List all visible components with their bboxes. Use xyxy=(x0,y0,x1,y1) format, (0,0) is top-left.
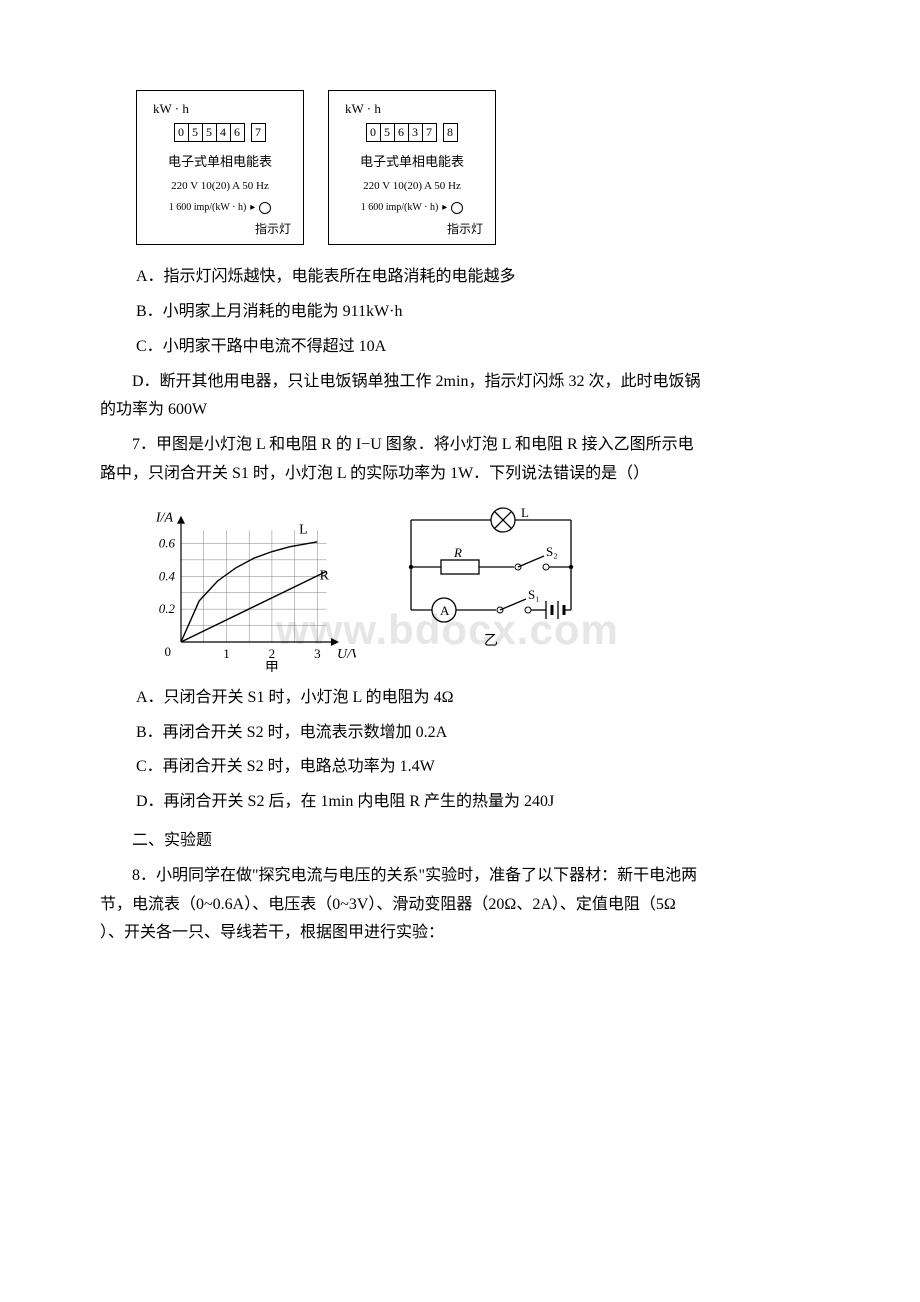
svg-text:L: L xyxy=(299,522,308,537)
q6-d-line2: 的功率为 600W xyxy=(100,396,820,425)
led-icon xyxy=(259,202,271,214)
digit: 8 xyxy=(443,123,458,142)
meter-title: 电子式单相电能表 xyxy=(145,150,295,173)
meter-spec2-row: 1 600 imp/(kW · h) ▸ xyxy=(337,199,487,217)
iv-chart: 0.2 0.4 0.6 0 1 2 3 I/A U/V 甲 L R xyxy=(136,497,356,672)
meter-unit: kW · h xyxy=(345,97,487,120)
digit: 7 xyxy=(422,123,437,142)
q8-stem: 8．小明同学在做"探究电流与电压的关系"实验时，准备了以下器材：新干电池两 节，… xyxy=(100,862,820,948)
svg-text:I/A: I/A xyxy=(155,510,174,525)
svg-text:1: 1 xyxy=(223,646,230,661)
svg-text:0.4: 0.4 xyxy=(159,568,176,583)
svg-text:S₁: S₁ xyxy=(528,587,540,602)
meter-spec1: 220 V 10(20) A 50 Hz xyxy=(337,177,487,197)
svg-text:R: R xyxy=(320,568,330,583)
q7-stem: 7．甲图是小灯泡 L 和电阻 R 的 I−U 图象．将小灯泡 L 和电阻 R 接… xyxy=(100,431,820,489)
q7-figure: www.bdocx.com 0.20.40.60123I/AU/V甲LR LRS… xyxy=(136,497,616,672)
meter-spec2: 1 600 imp/(kW · h) xyxy=(361,199,439,217)
section-2-heading: 二、实验题 xyxy=(100,827,820,856)
meter-spec2-row: 1 600 imp/(kW · h) ▸ xyxy=(145,199,295,217)
lamp-label: 指示灯 xyxy=(337,219,483,241)
q7-stem-line2: 路中，只闭合开关 S1 时，小灯泡 L 的实际功率为 1W．下列说法错误的是（） xyxy=(100,460,820,489)
svg-text:S₂: S₂ xyxy=(546,544,558,559)
svg-text:0.2: 0.2 xyxy=(159,601,176,616)
q7-stem-line1: 7．甲图是小灯泡 L 和电阻 R 的 I−U 图象．将小灯泡 L 和电阻 R 接… xyxy=(100,431,820,460)
svg-text:U/V: U/V xyxy=(337,647,356,662)
q6-option-a: A．指示灯闪烁越快，电能表所在电路消耗的电能越多 xyxy=(136,263,820,292)
digit: 0 xyxy=(366,123,381,142)
q7-option-d: D．再闭合开关 S2 后，在 1min 内电阻 R 产生的热量为 240J xyxy=(136,788,820,817)
svg-text:A: A xyxy=(440,603,450,618)
meter-right: kW · h 0 5 6 3 7 8 电子式单相电能表 220 V 10(20)… xyxy=(328,90,496,245)
digit: 0 xyxy=(174,123,189,142)
svg-text:L: L xyxy=(521,505,529,520)
q8-line3: ）、开关各一只、导线若干，根据图甲进行实验： xyxy=(100,919,820,948)
q7-option-c: C．再闭合开关 S2 时，电路总功率为 1.4W xyxy=(136,753,820,782)
svg-text:乙: 乙 xyxy=(484,633,498,649)
meter-unit: kW · h xyxy=(153,97,295,120)
svg-text:0.6: 0.6 xyxy=(159,535,176,550)
q7-option-b: B．再闭合开关 S2 时，电流表示数增加 0.2A xyxy=(136,719,820,748)
digit: 6 xyxy=(394,123,409,142)
svg-text:0: 0 xyxy=(165,644,172,659)
q6-option-b: B．小明家上月消耗的电能为 911kW·h xyxy=(136,298,820,327)
q6-option-c: C．小明家干路中电流不得超过 10A xyxy=(136,333,820,362)
meter-left: kW · h 0 5 5 4 6 7 电子式单相电能表 220 V 10(20)… xyxy=(136,90,304,245)
arrow-icon: ▸ xyxy=(250,199,255,217)
q6-d-line1: D．断开其他用电器，只让电饭锅单独工作 2min，指示灯闪烁 32 次，此时电饭… xyxy=(100,368,820,397)
meter-digits: 0 5 5 4 6 7 xyxy=(145,123,295,142)
digit: 5 xyxy=(188,123,203,142)
page: kW · h 0 5 5 4 6 7 电子式单相电能表 220 V 10(20)… xyxy=(0,0,920,1014)
svg-text:甲: 甲 xyxy=(265,661,279,672)
lamp-label: 指示灯 xyxy=(145,219,291,241)
arrow-icon: ▸ xyxy=(442,199,447,217)
meter-digits: 0 5 6 3 7 8 xyxy=(337,123,487,142)
digit: 6 xyxy=(230,123,245,142)
meter-title: 电子式单相电能表 xyxy=(337,150,487,173)
meter-spec2: 1 600 imp/(kW · h) xyxy=(169,199,247,217)
led-icon xyxy=(451,202,463,214)
q8-line2: 节，电流表（0~0.6A）、电压表（0~3V）、滑动变阻器（20Ω、2A）、定值… xyxy=(100,891,820,920)
digit: 7 xyxy=(251,123,266,142)
q6-option-d: D．断开其他用电器，只让电饭锅单独工作 2min，指示灯闪烁 32 次，此时电饭… xyxy=(100,368,820,426)
q7-option-a: A．只闭合开关 S1 时，小灯泡 L 的电阻为 4Ω xyxy=(136,684,820,713)
digit: 5 xyxy=(202,123,217,142)
svg-text:R: R xyxy=(453,545,462,560)
svg-text:3: 3 xyxy=(314,646,321,661)
circuit-diagram: L R S₂ A S₁ 乙 xyxy=(396,505,596,660)
meters-row: kW · h 0 5 5 4 6 7 电子式单相电能表 220 V 10(20)… xyxy=(136,90,820,245)
svg-text:2: 2 xyxy=(269,646,276,661)
digit: 4 xyxy=(216,123,231,142)
digit: 5 xyxy=(380,123,395,142)
q8-line1: 8．小明同学在做"探究电流与电压的关系"实验时，准备了以下器材：新干电池两 xyxy=(100,862,820,891)
digit: 3 xyxy=(408,123,423,142)
meter-spec1: 220 V 10(20) A 50 Hz xyxy=(145,177,295,197)
